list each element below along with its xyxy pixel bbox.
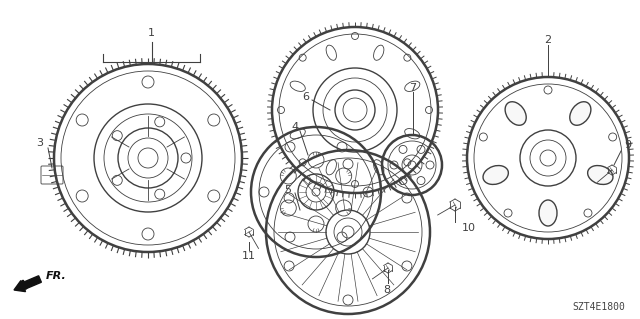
Text: 8: 8	[383, 285, 390, 295]
Text: 3: 3	[36, 138, 44, 148]
Text: 2: 2	[545, 35, 552, 45]
Text: 10: 10	[462, 223, 476, 233]
Ellipse shape	[505, 102, 526, 125]
Ellipse shape	[588, 166, 613, 184]
Ellipse shape	[570, 102, 591, 125]
Text: SZT4E1800: SZT4E1800	[572, 302, 625, 312]
Text: 11: 11	[242, 251, 256, 261]
Text: 7: 7	[410, 83, 417, 93]
Text: 6: 6	[303, 92, 310, 102]
Text: 1: 1	[148, 28, 155, 38]
Text: 4: 4	[291, 122, 299, 132]
FancyArrow shape	[14, 276, 42, 292]
Text: 9: 9	[624, 140, 631, 150]
Ellipse shape	[539, 200, 557, 226]
Ellipse shape	[483, 166, 508, 184]
Text: FR.: FR.	[46, 271, 67, 281]
Text: 5: 5	[285, 185, 291, 195]
